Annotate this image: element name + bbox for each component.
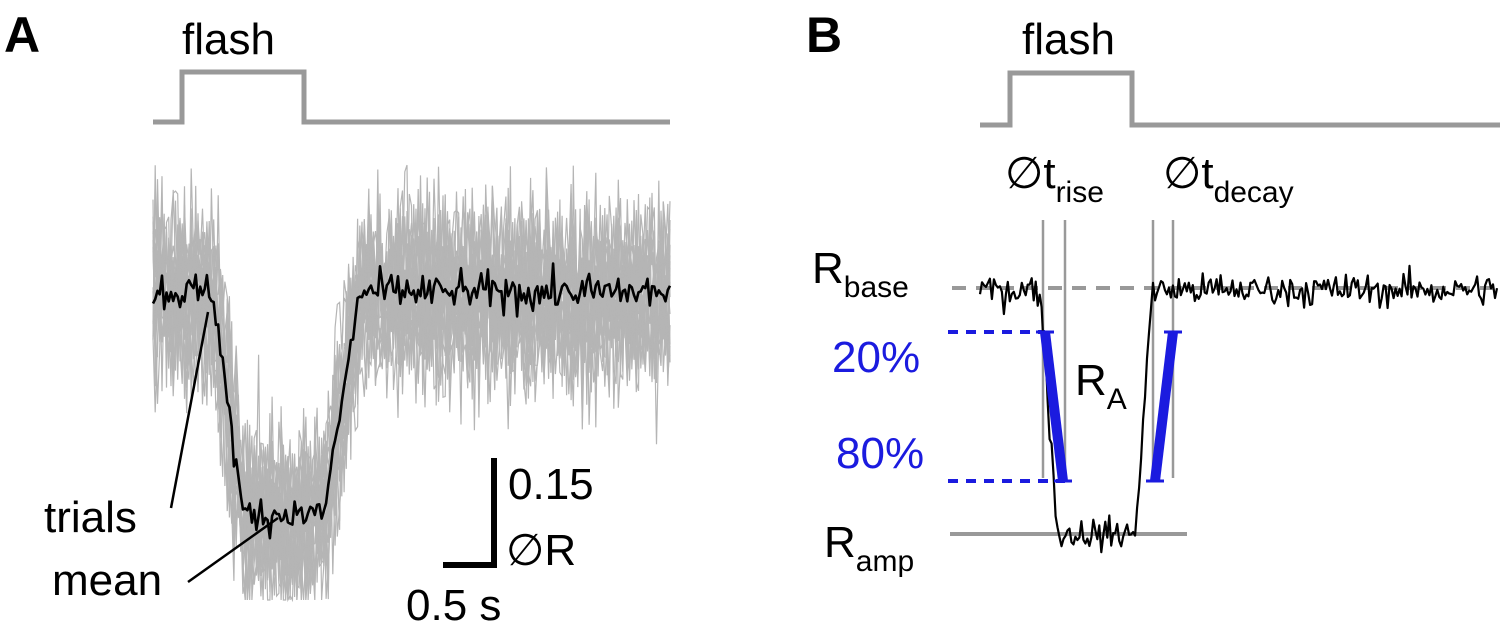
panel-b-letter: B xyxy=(806,7,842,63)
t-rise-label: ∅trise xyxy=(1005,149,1104,209)
panel-a-scale-x-label: 0.5 s xyxy=(406,581,501,628)
panel-a-trials-leader-line xyxy=(169,311,210,509)
panel-a-trials-group xyxy=(152,164,671,603)
panel-a-trial-trace xyxy=(152,177,671,597)
panel-a-flash-label: flash xyxy=(182,15,275,64)
panel-a-scale-y-unit: ∅R xyxy=(506,526,576,575)
panel-a-trials-label: trials xyxy=(44,493,137,542)
panel-a-trial-trace xyxy=(152,180,671,601)
panel-b-response-trace xyxy=(978,264,1499,554)
rise-slope-bar xyxy=(1040,331,1068,482)
r-base-label: Rbase xyxy=(812,244,909,304)
panel-a-scale-y-value: 0.15 xyxy=(508,460,594,509)
panel-b-flash-label: flash xyxy=(1022,15,1115,64)
panel-a-mean-leader-line xyxy=(187,516,279,584)
panel-a-mean-label: mean xyxy=(52,556,162,605)
threshold-80-label: 80% xyxy=(836,429,924,478)
panel-a-letter: A xyxy=(4,7,40,63)
r-amp-label: Ramp xyxy=(824,518,914,578)
t-decay-label: ∅tdecay xyxy=(1163,149,1294,209)
panel-b-flash-stimulus-trace xyxy=(980,70,1500,128)
decay-slope-bar xyxy=(1150,331,1178,482)
threshold-20-label: 20% xyxy=(832,333,920,382)
panel-a-flash-stimulus-trace xyxy=(153,69,670,125)
r-a-label: RA xyxy=(1075,356,1127,416)
panel-a-mean-trace xyxy=(151,262,672,540)
panel-a-scale-bar xyxy=(443,458,497,568)
